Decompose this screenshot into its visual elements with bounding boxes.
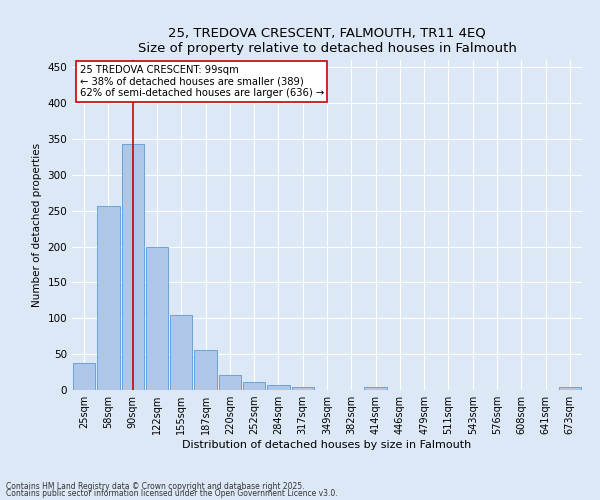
Text: Contains HM Land Registry data © Crown copyright and database right 2025.: Contains HM Land Registry data © Crown c…: [6, 482, 305, 491]
Bar: [146, 247, 168, 390]
Text: Contains public sector information licensed under the Open Government Licence v3: Contains public sector information licen…: [6, 489, 338, 498]
Bar: [364, 387, 387, 390]
Title: 25, TREDOVA CRESCENT, FALMOUTH, TR11 4EQ
Size of property relative to detached h: 25, TREDOVA CRESCENT, FALMOUTH, TR11 4EQ…: [137, 26, 517, 54]
Bar: [170, 316, 193, 390]
Bar: [97, 206, 119, 390]
Text: 25 TREDOVA CRESCENT: 99sqm
← 38% of detached houses are smaller (389)
62% of sem: 25 TREDOVA CRESCENT: 99sqm ← 38% of deta…: [80, 65, 324, 98]
Bar: [292, 387, 314, 390]
Bar: [122, 144, 144, 390]
Y-axis label: Number of detached properties: Number of detached properties: [32, 143, 42, 307]
Bar: [267, 385, 290, 390]
Bar: [559, 387, 581, 390]
X-axis label: Distribution of detached houses by size in Falmouth: Distribution of detached houses by size …: [182, 440, 472, 450]
Bar: [73, 364, 95, 390]
Bar: [243, 382, 265, 390]
Bar: [218, 375, 241, 390]
Bar: [194, 350, 217, 390]
